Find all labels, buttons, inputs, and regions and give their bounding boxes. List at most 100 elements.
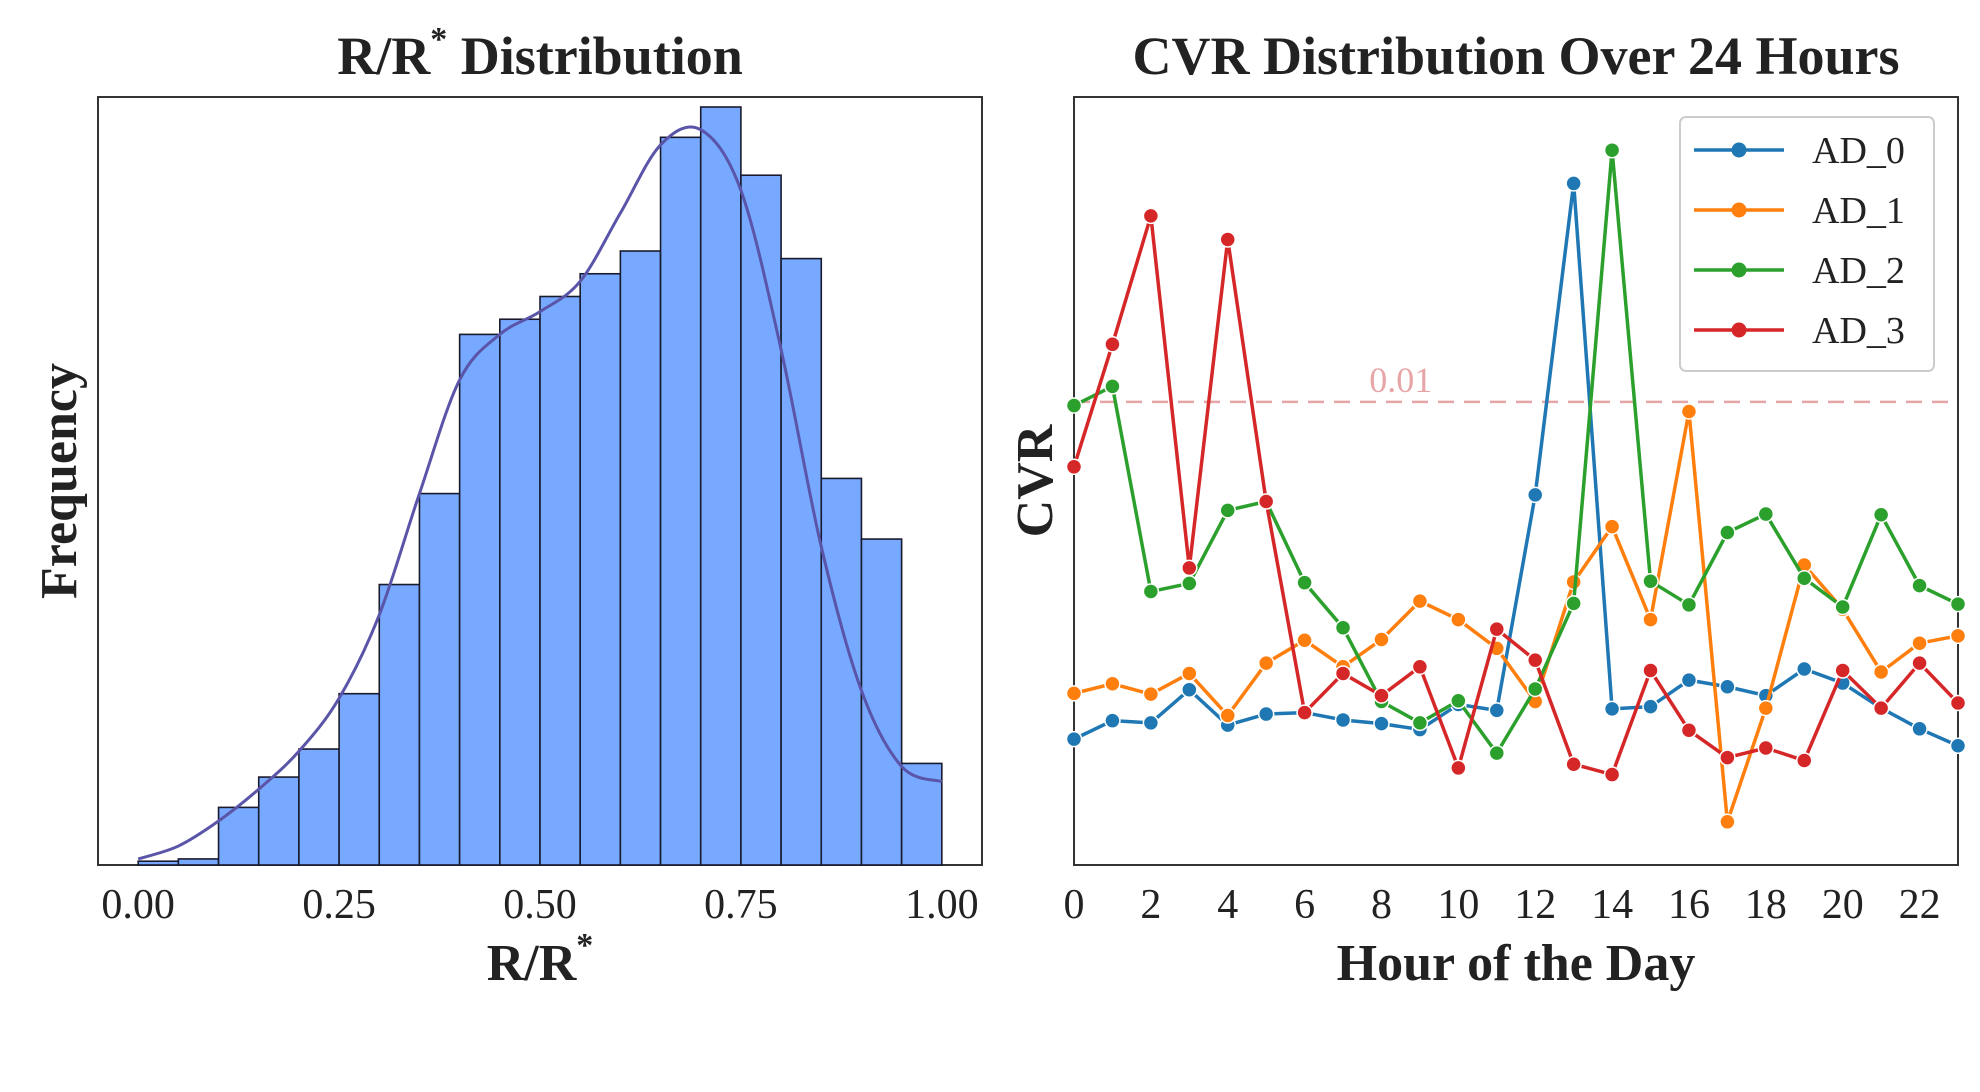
data-point (1949, 595, 1967, 613)
histogram-x-tick-label: 1.00 (905, 882, 979, 928)
kde-curve (137, 125, 943, 861)
data-point (1565, 175, 1582, 192)
data-point (1642, 698, 1659, 715)
data-point (1834, 598, 1851, 616)
data-point (1181, 665, 1198, 682)
line-chart-title: CVR Distribution Over 24 Hours (1132, 26, 1899, 86)
data-point (1488, 744, 1506, 762)
histogram-x-tick-label: 0.00 (101, 882, 175, 928)
line-chart-x-tick-label: 18 (1745, 882, 1787, 928)
data-point (1796, 570, 1813, 587)
data-point (1181, 559, 1198, 577)
data-point (1334, 619, 1352, 636)
line-chart-x-tick-label: 16 (1668, 882, 1710, 928)
data-point (1603, 141, 1621, 159)
line-chart-x-tick-label: 4 (1217, 882, 1238, 928)
histogram-x-tick-label: 0.25 (302, 882, 376, 928)
data-point (1603, 766, 1621, 783)
histogram-bar (740, 174, 782, 866)
histogram-bar (619, 250, 662, 866)
data-point (1373, 715, 1390, 732)
histogram-bar (177, 858, 220, 866)
series-line (1073, 409, 1959, 824)
reference-line-label: 0.01 (1369, 360, 1432, 400)
data-point (1142, 714, 1160, 732)
data-point (1911, 577, 1928, 594)
data-point (1949, 627, 1967, 645)
data-point (1719, 813, 1736, 831)
data-point (1296, 631, 1313, 649)
histogram-title: R/R* Distribution (337, 21, 743, 86)
legend-swatch-marker (1731, 322, 1747, 338)
line-chart-x-tick-label: 12 (1514, 882, 1556, 928)
data-point (1680, 403, 1698, 420)
data-point (1142, 207, 1160, 225)
series-ad-2 (1065, 141, 1967, 762)
data-point (1757, 699, 1775, 717)
data-point (1373, 687, 1390, 704)
data-point (1257, 654, 1275, 672)
legend-item: AD_3 (1694, 310, 1905, 352)
histogram-x-tick-label: 0.50 (503, 882, 577, 928)
data-point (1488, 702, 1506, 719)
line-chart-plot-frame (1073, 96, 1959, 866)
data-point (1796, 660, 1813, 678)
legend-label: AD_3 (1812, 310, 1905, 352)
data-point (1911, 654, 1928, 672)
legend-box (1679, 116, 1935, 372)
line-chart-x-tick-label: 20 (1822, 882, 1864, 928)
histogram-panel: R/R* Distribution 0.00 0.25 0.50 0.75 1.00 R… (31, 21, 983, 992)
data-point (1872, 506, 1890, 524)
line-chart-x-tick-labels: 0 2 4 6 8 10 12 14 16 18 20 22 (1064, 882, 1941, 928)
histogram-y-axis-label: Frequency (31, 363, 88, 599)
histogram-bar (137, 860, 180, 866)
legend-label: AD_0 (1812, 130, 1905, 172)
data-point (1104, 712, 1121, 729)
data-point (1219, 707, 1236, 724)
series-ad-1 (1065, 403, 1967, 831)
data-point (1257, 705, 1275, 723)
histogram-bar (780, 257, 823, 866)
data-point (1334, 711, 1352, 729)
data-point (1104, 336, 1121, 353)
data-point (1065, 685, 1083, 702)
data-point (1450, 611, 1467, 628)
data-point (1104, 378, 1121, 395)
data-point (1680, 671, 1698, 689)
data-point (1719, 749, 1736, 766)
data-point (1526, 486, 1544, 504)
data-point (1104, 675, 1121, 693)
data-point (1834, 662, 1851, 679)
data-point (1796, 752, 1813, 769)
data-point (1949, 737, 1967, 755)
line-chart-x-tick-label: 0 (1064, 882, 1085, 928)
data-point (1334, 665, 1352, 682)
histogram-bar (539, 295, 581, 866)
data-point (1565, 755, 1582, 773)
data-point (1757, 739, 1775, 757)
line-chart-x-tick-label: 22 (1899, 882, 1941, 928)
legend-item: AD_2 (1694, 250, 1905, 292)
data-point (1642, 662, 1659, 679)
histogram-bar (659, 136, 702, 866)
data-point (1142, 583, 1160, 600)
data-point (1949, 694, 1967, 712)
legend: AD_0 AD_1 AD_2 AD_3 (1679, 116, 1935, 372)
legend-swatch-marker (1731, 142, 1747, 158)
histogram-bar (378, 583, 421, 866)
legend-swatch-marker (1731, 202, 1747, 218)
line-chart-panel: CVR Distribution Over 24 Hours 0.01 0 2 4 6… (1007, 26, 1967, 992)
data-point (1872, 663, 1890, 681)
data-point (1181, 575, 1198, 592)
histogram-bar (579, 272, 622, 866)
data-point (1526, 680, 1544, 698)
legend-label: AD_1 (1812, 190, 1905, 232)
data-point (1450, 692, 1467, 710)
data-point (1219, 502, 1236, 519)
histogram-x-axis-label: R/R* (487, 927, 594, 992)
data-point (1526, 651, 1544, 669)
legend-swatch-marker (1731, 262, 1747, 278)
line-chart-y-axis-label: CVR (1007, 423, 1064, 537)
data-point (1872, 699, 1890, 717)
